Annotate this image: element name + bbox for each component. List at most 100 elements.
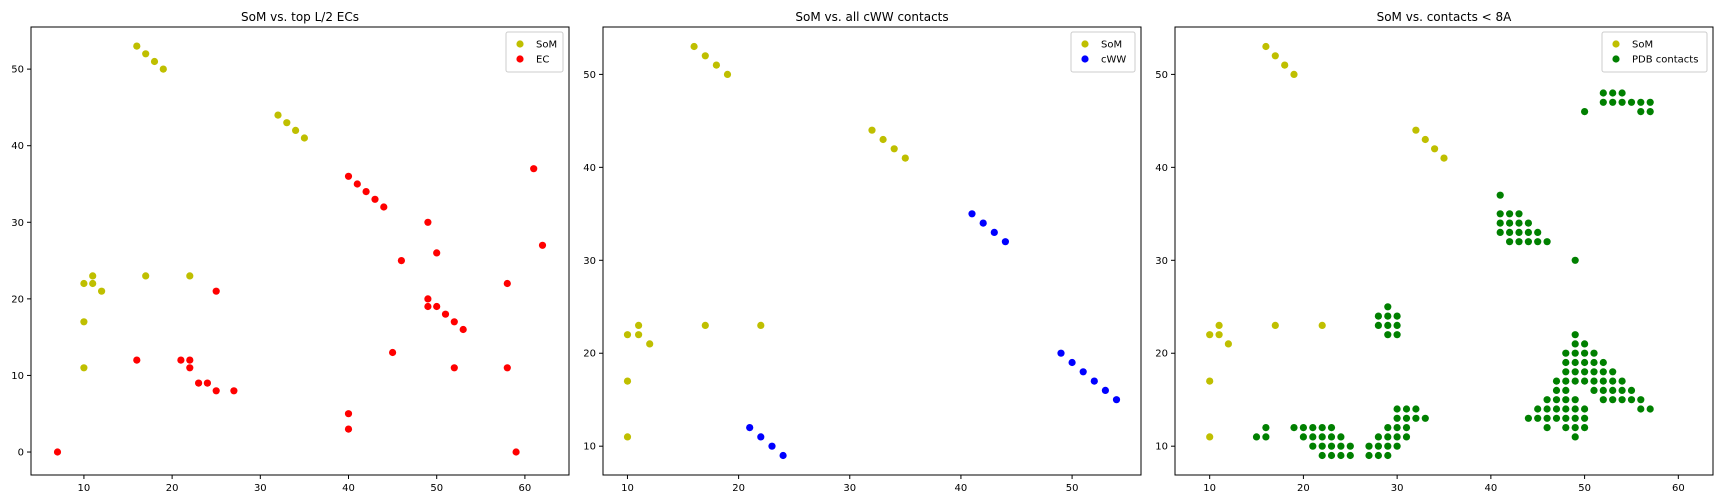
data-point bbox=[1515, 238, 1523, 246]
data-point bbox=[1581, 405, 1589, 413]
data-point bbox=[186, 364, 194, 372]
data-point bbox=[757, 321, 765, 329]
data-point bbox=[1599, 89, 1607, 97]
data-point bbox=[1562, 377, 1570, 385]
data-point bbox=[80, 364, 88, 372]
data-point bbox=[1374, 312, 1382, 320]
data-point bbox=[1581, 377, 1589, 385]
chart-panel-pdb: SoM vs. contacts < 8A 10 20 30 40 50 60 10 20 30 4… bbox=[1155, 10, 1714, 494]
data-point bbox=[968, 210, 976, 218]
legend-label: SoM bbox=[536, 40, 557, 51]
data-point bbox=[1299, 424, 1307, 432]
data-point bbox=[186, 272, 194, 280]
data-point bbox=[1262, 433, 1270, 441]
chart-panel-ec: SoM vs. top L/2 ECs 10 20 30 40 50 60 0 10 20 30 40… bbox=[11, 10, 570, 494]
data-point bbox=[362, 188, 370, 196]
data-point bbox=[1206, 433, 1214, 441]
y-tick-label: 30 bbox=[1155, 256, 1168, 267]
data-point bbox=[1068, 358, 1076, 367]
data-point bbox=[635, 321, 643, 329]
data-point bbox=[1496, 228, 1504, 236]
data-point bbox=[512, 448, 520, 456]
x-tick-label: 40 bbox=[955, 483, 968, 494]
legend-box bbox=[1070, 31, 1136, 73]
x-tick-label: 30 bbox=[1391, 483, 1404, 494]
y-tick-label: 40 bbox=[1155, 163, 1168, 174]
data-point bbox=[1534, 238, 1542, 246]
data-point bbox=[1571, 358, 1579, 367]
data-point bbox=[1402, 414, 1411, 422]
data-point bbox=[89, 272, 97, 280]
data-point bbox=[142, 50, 150, 58]
data-point bbox=[150, 57, 159, 66]
data-point bbox=[1206, 377, 1214, 385]
series-pdb-contacts bbox=[1252, 89, 1654, 460]
data-point bbox=[979, 219, 987, 227]
data-point bbox=[1562, 358, 1570, 367]
data-point bbox=[868, 126, 876, 134]
data-point bbox=[1590, 358, 1598, 367]
data-point bbox=[1534, 405, 1542, 413]
data-point bbox=[380, 203, 388, 211]
data-point bbox=[635, 331, 643, 339]
data-point bbox=[990, 228, 998, 236]
data-point bbox=[1515, 219, 1523, 227]
data-point bbox=[133, 42, 141, 50]
data-point bbox=[879, 135, 887, 144]
data-point bbox=[901, 154, 909, 162]
data-point bbox=[1581, 340, 1589, 348]
data-point bbox=[1618, 89, 1626, 97]
y-tick-label: 40 bbox=[11, 141, 24, 152]
x-tick-label: 20 bbox=[166, 483, 179, 494]
legend-label: cWW bbox=[1101, 55, 1126, 66]
data-point bbox=[1299, 433, 1307, 441]
data-point bbox=[1309, 433, 1317, 441]
axes-frame bbox=[1174, 26, 1714, 476]
data-point bbox=[274, 111, 282, 119]
data-point bbox=[1618, 98, 1626, 106]
data-point bbox=[1590, 377, 1598, 385]
data-point bbox=[212, 387, 220, 395]
data-point bbox=[450, 364, 458, 372]
data-point bbox=[1309, 442, 1317, 450]
data-point bbox=[195, 379, 203, 387]
y-tick-label: 20 bbox=[11, 294, 24, 305]
data-point bbox=[1618, 377, 1626, 385]
y-tick-label: 40 bbox=[583, 163, 596, 174]
series-som bbox=[623, 42, 909, 441]
data-point bbox=[1421, 135, 1429, 144]
data-point bbox=[1206, 331, 1214, 339]
data-point bbox=[1374, 433, 1382, 441]
data-point bbox=[1506, 238, 1514, 246]
legend-box bbox=[1601, 31, 1708, 73]
x-tick-label: 60 bbox=[519, 483, 532, 494]
data-point bbox=[433, 302, 441, 311]
data-point bbox=[1599, 377, 1607, 385]
x-tick-label: 50 bbox=[430, 483, 443, 494]
data-point bbox=[779, 451, 787, 460]
data-point bbox=[1496, 219, 1504, 227]
data-point bbox=[1079, 368, 1087, 376]
data-point bbox=[1562, 405, 1570, 413]
data-point bbox=[98, 287, 106, 295]
data-point bbox=[1627, 396, 1636, 404]
data-point bbox=[1327, 433, 1336, 441]
data-point bbox=[1318, 451, 1326, 460]
data-point bbox=[1562, 386, 1570, 394]
data-point bbox=[397, 257, 405, 265]
data-point bbox=[712, 61, 721, 69]
data-point bbox=[1001, 238, 1010, 246]
data-point bbox=[1431, 145, 1439, 153]
series-ec bbox=[53, 165, 547, 456]
data-point bbox=[1393, 424, 1401, 432]
data-point bbox=[203, 379, 211, 387]
data-point bbox=[1552, 414, 1561, 422]
data-point bbox=[1057, 349, 1065, 357]
data-point bbox=[1609, 89, 1617, 97]
data-point bbox=[186, 356, 194, 364]
x-tick-label: 20 bbox=[1297, 483, 1310, 494]
data-point bbox=[1346, 451, 1354, 460]
data-point bbox=[433, 249, 441, 257]
data-point bbox=[1374, 442, 1382, 450]
